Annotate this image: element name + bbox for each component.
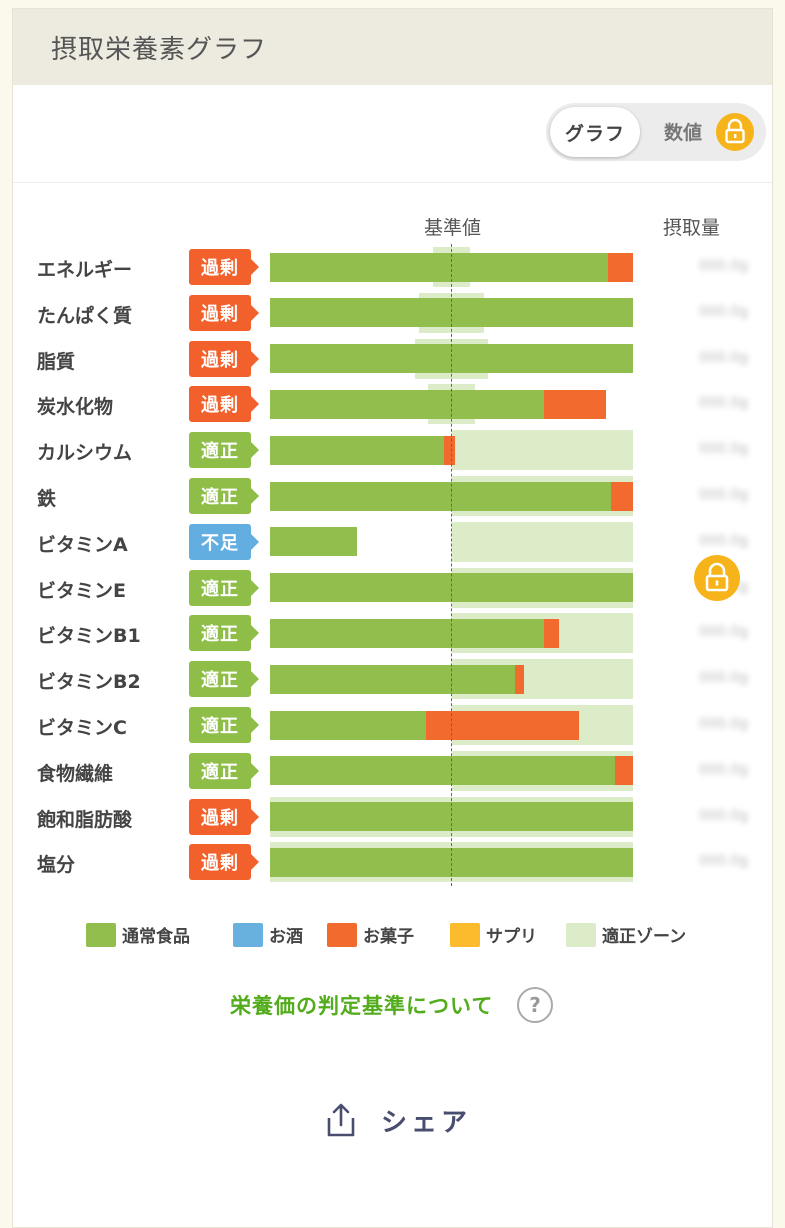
status-badge: 過剰: [189, 844, 259, 881]
intake-amount-hidden: 000.0g: [699, 761, 748, 778]
nutrient-label: 脂質: [37, 350, 76, 373]
bar-segment: [270, 481, 612, 511]
status-badge: 適正: [189, 707, 259, 743]
bar-segment: [426, 710, 579, 740]
nutrient-label: ビタミンA: [37, 533, 128, 556]
view-toggle[interactable]: グラフ 数値: [546, 103, 766, 161]
legend-swatch: [86, 922, 116, 947]
bar-segment: [544, 618, 559, 648]
legend-swatch: [450, 922, 480, 947]
nutrient-label: エネルギー: [37, 259, 133, 281]
acceptable-zone: [451, 521, 633, 562]
nutrient-label: カルシウム: [37, 442, 133, 465]
bar-segment: [444, 435, 456, 465]
status-badge: 過剰: [189, 798, 259, 835]
intake-amount-hidden: 000.0g: [699, 716, 748, 732]
status-badge: 過剰: [189, 294, 259, 331]
status-badge: 不足: [189, 523, 259, 560]
status-badge: 適正: [189, 569, 259, 606]
intake-amount-hidden: 000.0g: [699, 349, 748, 366]
nutrient-label: たんぱく質: [37, 304, 133, 327]
nutrient-label: ビタミンB2: [37, 671, 141, 694]
bar-segment: [270, 618, 545, 648]
lock-icon[interactable]: [694, 555, 740, 601]
legend-label: お菓子: [363, 927, 414, 947]
nutrient-graph-card: 摂取栄養素グラフ グラフ 数値: [12, 8, 773, 1228]
acceptable-zone: [451, 430, 633, 471]
nutrient-label: ビタミンC: [37, 717, 127, 739]
intake-amount-hidden: 000.0g: [699, 441, 748, 458]
legend-item: お酒: [233, 922, 303, 947]
card-header: 摂取栄養素グラフ: [13, 9, 772, 85]
status-badge: 適正: [189, 432, 259, 469]
intake-amount-hidden: 000.0g: [699, 395, 748, 412]
reference-line: [451, 244, 452, 886]
share-icon: [327, 1103, 355, 1137]
toggle-number-option[interactable]: 数値: [664, 122, 703, 144]
status-badge: 過剰: [189, 386, 259, 423]
help-icon[interactable]: ?: [517, 987, 553, 1023]
bar-segment: [607, 252, 633, 282]
nutrient-label: 炭水化物: [37, 396, 114, 419]
status-badge: 過剰: [189, 249, 259, 285]
intake-amount-hidden: 000.0g: [699, 258, 748, 274]
legend-label: 通常食品: [122, 927, 190, 947]
nutrient-label: 鉄: [37, 488, 57, 510]
status-badge: 適正: [189, 661, 259, 698]
legend-item: お菓子: [327, 922, 414, 947]
legend-swatch: [327, 922, 357, 947]
legend-swatch: [566, 922, 596, 947]
bar-segment: [270, 756, 615, 786]
bar-segment: [270, 435, 445, 465]
nutrient-label: 飽和脂肪酸: [37, 808, 133, 831]
legend-item: 通常食品: [86, 922, 190, 947]
bar-segment: [611, 481, 633, 511]
legend-label: サプリ: [486, 927, 537, 947]
divider: [13, 182, 772, 183]
bar-segment: [515, 664, 525, 694]
status-badge: 適正: [189, 478, 259, 514]
intake-amount-hidden: 000.0g: [699, 807, 748, 824]
intake-amount-hidden: 000.0g: [699, 303, 748, 320]
bar-segment: [544, 389, 606, 419]
bar-segment: [270, 389, 545, 419]
share-label: シェア: [381, 1107, 472, 1138]
lock-icon: [716, 113, 754, 151]
nutrient-label: 食物繊維: [37, 762, 114, 785]
card-title: 摂取栄養素グラフ: [51, 35, 268, 65]
status-badge: 適正: [189, 615, 259, 652]
legend-label: お酒: [269, 927, 303, 947]
nutrient-label: ビタミンE: [37, 579, 126, 602]
intake-amount-hidden: 000.0g: [699, 487, 748, 503]
share-button[interactable]: シェア: [323, 1098, 471, 1142]
bar-segment: [270, 710, 427, 740]
legend-item: 適正ゾーン: [566, 922, 686, 947]
status-badge: 適正: [189, 752, 259, 789]
toggle-graph-option[interactable]: グラフ: [550, 107, 640, 157]
intake-column-header: 摂取量: [663, 217, 721, 239]
legend-label: 適正ゾーン: [602, 927, 687, 947]
criteria-link[interactable]: 栄養価の判定基準について: [230, 994, 494, 1018]
bar-segment: [270, 527, 358, 557]
nutrient-label: 塩分: [37, 854, 76, 877]
intake-amount-hidden: 000.0g: [699, 670, 748, 687]
bar-segment: [614, 756, 633, 786]
bar-segment: [270, 252, 608, 282]
reference-column-header: 基準値: [424, 217, 482, 239]
intake-amount-hidden: 000.0g: [699, 624, 748, 641]
nutrient-label: ビタミンB1: [37, 625, 141, 648]
bar-segment: [270, 664, 516, 694]
status-badge: 過剰: [189, 340, 259, 377]
legend-swatch: [233, 922, 263, 947]
legend-item: サプリ: [450, 922, 537, 947]
intake-amount-hidden: 000.0g: [699, 853, 748, 870]
intake-amount-hidden: 000.0g: [699, 532, 748, 549]
